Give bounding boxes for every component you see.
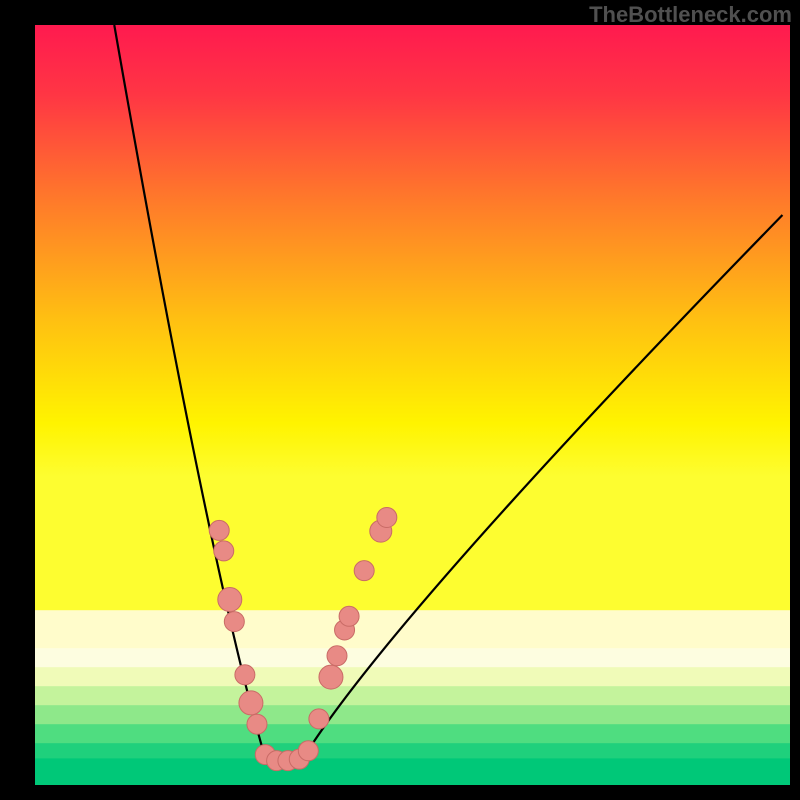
- data-point: [354, 561, 374, 581]
- chart-svg: [35, 25, 790, 785]
- data-point: [377, 507, 397, 527]
- data-point: [224, 612, 244, 632]
- gradient-background: [35, 25, 790, 611]
- gradient-band: [35, 724, 790, 744]
- watermark-text: TheBottleneck.com: [589, 2, 792, 28]
- data-point: [247, 714, 267, 734]
- gradient-band: [35, 686, 790, 706]
- gradient-band: [35, 648, 790, 668]
- data-point: [209, 520, 229, 540]
- gradient-band: [35, 743, 790, 759]
- data-point: [235, 665, 255, 685]
- data-point: [239, 691, 263, 715]
- data-point: [319, 665, 343, 689]
- data-point: [339, 606, 359, 626]
- chart-plot: [35, 25, 790, 785]
- data-point: [218, 588, 242, 612]
- gradient-band: [35, 667, 790, 687]
- gradient-band: [35, 758, 790, 785]
- data-point: [327, 646, 347, 666]
- data-point: [309, 709, 329, 729]
- gradient-band: [35, 705, 790, 725]
- data-point: [214, 541, 234, 561]
- data-point: [298, 741, 318, 761]
